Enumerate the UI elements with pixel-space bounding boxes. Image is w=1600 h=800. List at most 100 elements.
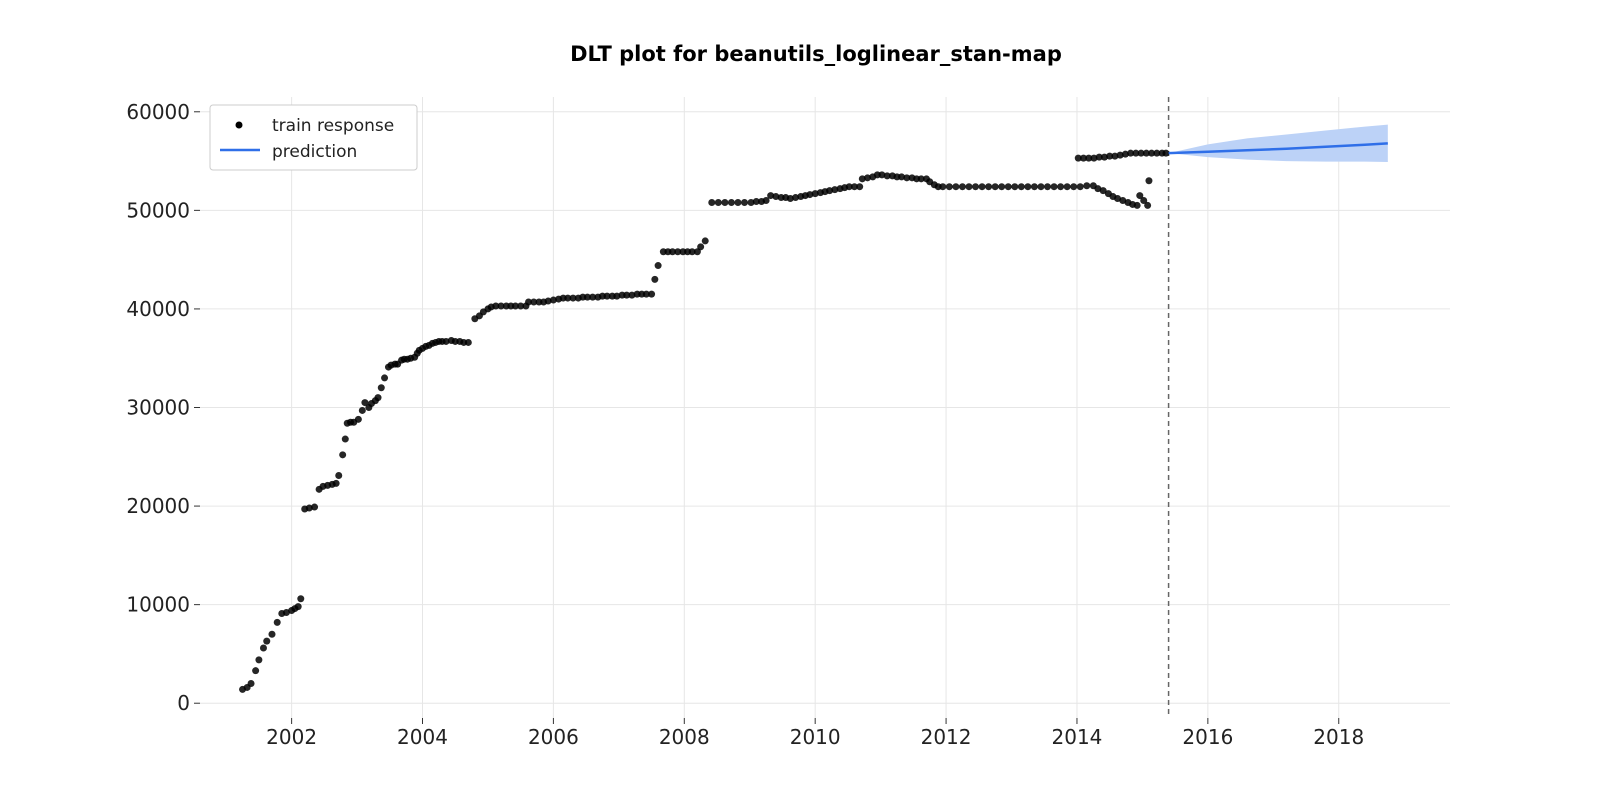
train-response-point <box>747 198 755 206</box>
y-tick-label: 60000 <box>126 100 190 124</box>
train-response-point <box>1162 149 1170 157</box>
x-tick-label: 2012 <box>921 725 972 749</box>
train-response-point <box>826 187 834 195</box>
train-response-point <box>1132 149 1140 157</box>
x-tick-label: 2008 <box>659 725 710 749</box>
train-response-point <box>767 192 775 200</box>
y-axis-ticks: 0 10000 20000 30000 40000 50000 60000 <box>126 100 200 715</box>
train-response-point <box>263 637 271 645</box>
train-response-point <box>792 194 800 202</box>
train-response-point <box>1074 154 1082 162</box>
train-response-point <box>273 618 281 626</box>
train-response-point <box>1076 183 1084 191</box>
legend-label-prediction: prediction <box>272 142 357 162</box>
legend-marker-train-response <box>235 121 243 129</box>
train-response-point <box>1140 197 1148 204</box>
train-response-point <box>1083 182 1091 190</box>
chart-title: DLT plot for beanutils_loglinear_stan-ma… <box>570 42 1062 66</box>
train-response-point <box>623 291 631 299</box>
train-response-point <box>806 191 814 199</box>
train-response-point <box>354 415 362 423</box>
train-response-point <box>856 183 864 191</box>
train-response-point <box>1030 183 1038 191</box>
legend: train response prediction <box>209 104 418 171</box>
train-response-point <box>511 302 519 310</box>
train-response-point <box>1080 154 1088 162</box>
train-response-point <box>917 175 925 183</box>
train-response-point <box>628 291 636 299</box>
prediction-interval-band <box>1168 124 1388 163</box>
train-response-point <box>252 667 260 675</box>
x-tick-label: 2014 <box>1052 725 1103 749</box>
train-response-point <box>762 197 770 204</box>
prediction-line <box>1168 142 1388 155</box>
train-response-point <box>1050 183 1058 191</box>
train-response-point <box>1024 183 1032 191</box>
train-response-point <box>998 183 1006 191</box>
train-response-point <box>972 183 980 191</box>
train-response-point <box>381 374 389 382</box>
train-response-point <box>688 248 696 256</box>
train-response-point <box>442 337 450 345</box>
train-response-point <box>339 451 347 459</box>
train-response-point <box>701 237 709 245</box>
train-response-point <box>741 198 749 206</box>
train-response-point <box>1145 177 1153 185</box>
train-response-point <box>642 290 650 298</box>
train-response-point <box>1057 183 1065 191</box>
train-response-point <box>786 195 794 203</box>
train-response-point <box>464 338 472 346</box>
x-tick-label: 2018 <box>1313 725 1364 749</box>
y-tick-label: 50000 <box>126 198 190 222</box>
train-response-point <box>589 293 597 301</box>
train-response-point <box>648 290 656 298</box>
y-tick-label: 0 <box>177 691 190 715</box>
train-response-point <box>1044 183 1052 191</box>
x-tick-label: 2010 <box>790 725 841 749</box>
prediction-line-group <box>1168 142 1388 155</box>
train-response-point <box>674 248 682 256</box>
train-response-point <box>255 656 263 664</box>
train-response-point <box>259 644 267 652</box>
train-response-point <box>311 503 319 511</box>
train-response-point <box>945 183 953 191</box>
prediction-band <box>1168 124 1388 163</box>
grid <box>200 97 1450 718</box>
train-response-point <box>1099 187 1107 195</box>
train-response-point <box>1116 151 1124 159</box>
train-response-point <box>569 294 577 302</box>
train-response-point <box>1004 183 1012 191</box>
train-response-point <box>335 472 343 480</box>
train-response-point <box>651 275 659 283</box>
y-tick-label: 20000 <box>126 494 190 518</box>
train-response-point <box>492 302 500 310</box>
train-response-point <box>268 630 276 638</box>
train-response-point <box>297 595 305 603</box>
train-response-point <box>1153 149 1161 157</box>
train-response-point <box>693 248 701 256</box>
train-response-point <box>878 171 886 179</box>
train-response-point <box>958 183 966 191</box>
train-response-point <box>564 294 572 302</box>
train-response-point <box>898 173 906 181</box>
train-response-point <box>525 298 533 306</box>
train-response-point <box>734 198 742 206</box>
train-response-point <box>294 603 302 611</box>
train-response-point <box>985 183 993 191</box>
train-response-point <box>965 183 973 191</box>
x-tick-label: 2002 <box>266 725 317 749</box>
x-tick-label: 2004 <box>397 725 448 749</box>
x-axis-ticks: 2002 2004 2006 2008 2010 2012 2014 2016 2018 <box>266 718 1364 749</box>
train-response-point <box>530 298 538 306</box>
train-response-point <box>1090 154 1098 162</box>
train-response-point <box>1136 192 1144 200</box>
train-response-point <box>1070 183 1078 191</box>
train-response-point <box>708 198 716 206</box>
train-response-point <box>1011 183 1019 191</box>
train-response-points <box>239 149 1170 693</box>
train-response-point <box>247 680 255 687</box>
train-response-point <box>1127 149 1135 157</box>
legend-label-train-response: train response <box>272 116 394 136</box>
train-response-point <box>1106 152 1114 160</box>
train-response-point <box>864 174 872 182</box>
